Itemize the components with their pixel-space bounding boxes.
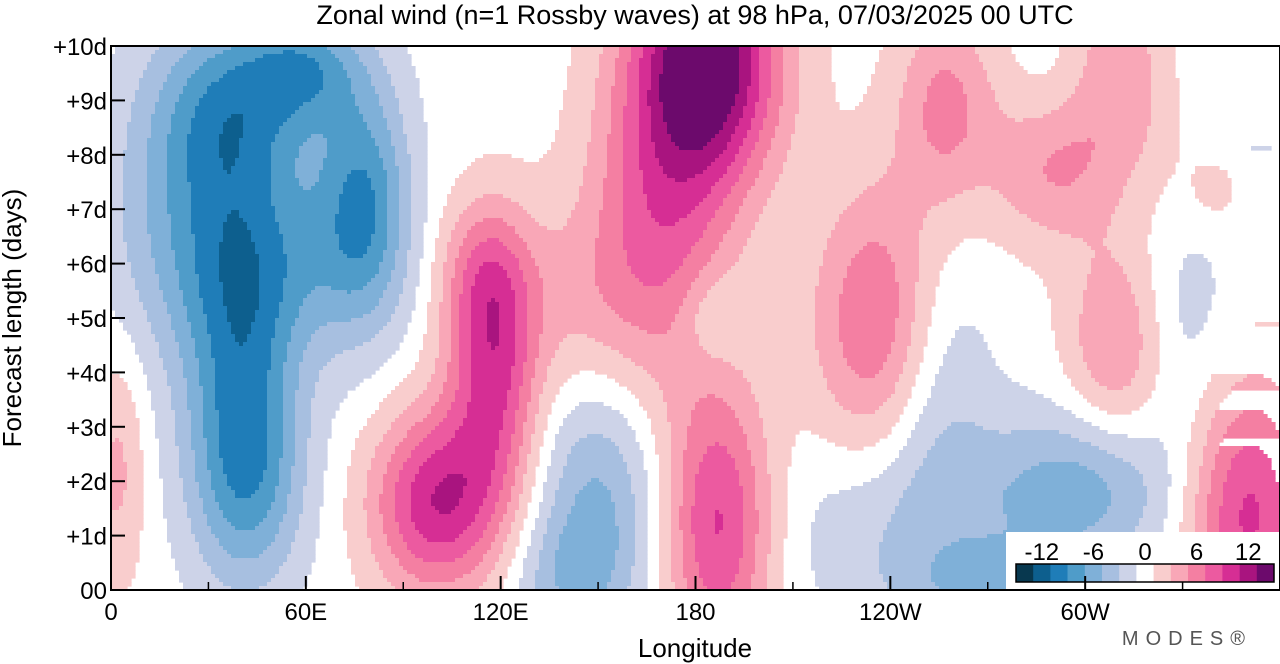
colorbar-swatch: [1067, 564, 1086, 582]
colorbar-swatch: [1016, 564, 1034, 582]
colorbar-swatch: [1222, 564, 1240, 582]
x-tick-label: 120W: [859, 599, 922, 626]
contour-field: [111, 46, 1280, 590]
colorbar-swatch: [1256, 564, 1275, 582]
colorbar-label: 0: [1138, 539, 1151, 566]
colorbar-swatch: [1239, 564, 1258, 582]
x-tick-label: 60W: [1060, 599, 1110, 626]
y-tick-label: +8d: [66, 143, 107, 170]
y-tick-label: +4d: [66, 360, 107, 387]
chart-title: Zonal wind (n=1 Rossby waves) at 98 hPa,…: [316, 0, 1073, 30]
colorbar-swatch: [1205, 564, 1223, 582]
colorbar-label: -6: [1083, 539, 1104, 566]
y-axis-title: Forecast length (days): [0, 189, 27, 448]
colorbar-swatch: [1170, 564, 1189, 582]
colorbar-swatch: [1119, 564, 1137, 582]
colorbar-label: -12: [1024, 539, 1059, 566]
colorbar: -12 -6 0 6 12: [1006, 532, 1280, 590]
colorbar-label: 6: [1190, 539, 1203, 566]
y-tick-label: +7d: [66, 197, 107, 224]
y-tick-label: +1d: [66, 524, 107, 551]
colorbar-swatch: [1102, 564, 1120, 582]
colorbar-swatch: [1033, 564, 1051, 582]
colorbar-frame: [1015, 563, 1275, 583]
y-tick-label: +9d: [66, 88, 107, 115]
colorbar-swatch: [1188, 564, 1206, 582]
y-tick-label: +3d: [66, 415, 107, 442]
y-tick-label: +5d: [66, 306, 107, 333]
y-tick-label: +6d: [66, 252, 107, 279]
y-axis: 00 +1d +2d +3d +4d +5d +6d +7d +8d +9d +10d: [53, 34, 125, 605]
colorbar-swatch: [1153, 564, 1172, 582]
colorbar-swatch: [1050, 564, 1068, 582]
x-axis: 0 60E 120E 180 120W 60W: [104, 576, 1184, 626]
x-tick-label: 0: [104, 599, 117, 626]
x-tick-label: 120E: [473, 599, 529, 626]
y-tick-label: +2d: [66, 469, 107, 496]
x-tick-label: 180: [675, 599, 715, 626]
colorbar-swatch: [1084, 564, 1103, 582]
y-tick-label: +10d: [53, 34, 107, 61]
modes-logo: MODES®: [1122, 628, 1252, 650]
y-tick-label: 00: [80, 578, 107, 605]
x-axis-title: Longitude: [638, 633, 752, 663]
x-tick-label: 60E: [284, 599, 327, 626]
colorbar-swatch: [1136, 564, 1154, 582]
colorbar-label: 12: [1235, 539, 1262, 566]
